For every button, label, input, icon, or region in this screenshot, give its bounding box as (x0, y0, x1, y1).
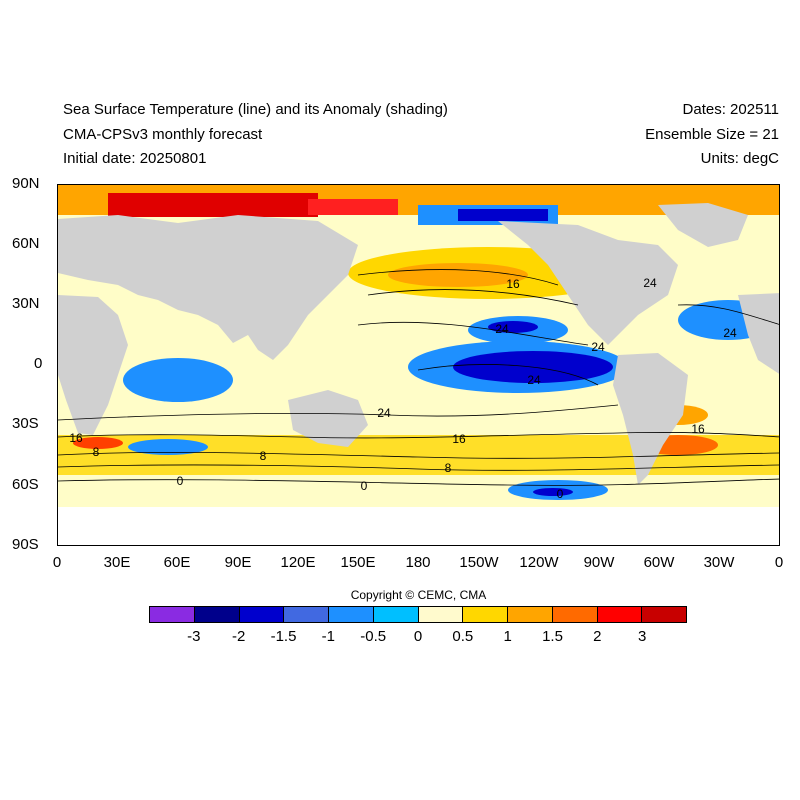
land-masses (58, 203, 779, 485)
model-name: CMA-CPSv3 monthly forecast (63, 126, 263, 143)
map-title: Sea Surface Temperature (line) and its A… (63, 101, 448, 118)
anomaly-colorbar (149, 606, 687, 623)
lon-label: 120W (519, 554, 559, 571)
colorbar-label: 1 (503, 628, 512, 645)
eurasia (58, 215, 358, 360)
contour-line (357, 321, 589, 346)
agulhas-hot (73, 437, 123, 449)
colorbar-swatch (373, 607, 419, 622)
sst-anomaly-map: 16 24 24 24 16 24 16 24 16 8 8 8 0 0 0 2… (57, 184, 780, 546)
colorbar-swatch (552, 607, 598, 622)
lon-label: 150W (459, 554, 499, 571)
forecast-dates: Dates: 202511 (682, 101, 779, 118)
arctic-hot-patch (108, 193, 318, 217)
contour-label: 16 (506, 277, 520, 291)
lon-label: 0 (774, 554, 784, 571)
contour-line (367, 289, 579, 306)
contour-line (58, 478, 779, 486)
lon-label: 30W (703, 554, 735, 571)
lon-label: 150E (340, 554, 376, 571)
copyright-notice: Copyright © CEMC, CMA (350, 588, 487, 602)
contour-label: 16 (452, 432, 466, 446)
initial-date: Initial date: 20250801 (63, 150, 207, 167)
contour-label: 16 (691, 422, 705, 436)
colorbar-label: 0 (413, 628, 423, 645)
colorbar-label: -2 (231, 628, 246, 645)
colorbar-swatch (194, 607, 240, 622)
contour-label: 16 (69, 431, 83, 445)
contour-line (58, 432, 779, 439)
lat-label: 0 (34, 355, 43, 372)
lon-label: 120E (280, 554, 316, 571)
colorbar-swatch (597, 607, 643, 622)
colorbar-swatch (418, 607, 464, 622)
sst-contours (58, 269, 779, 486)
lon-label: 60W (643, 554, 675, 571)
lat-label: 30N (12, 295, 40, 312)
npac-warmer (388, 263, 528, 287)
contour-label: 0 (361, 479, 368, 493)
indian-cool (123, 358, 233, 402)
contour-label: 24 (591, 340, 605, 354)
lat-label: 30S (12, 415, 39, 432)
contour-line (417, 364, 599, 386)
north-america (498, 221, 678, 345)
lat-label: 90N (12, 175, 40, 192)
africa-west (738, 293, 779, 374)
australia (288, 390, 368, 447)
ensemble-size: Ensemble Size = 21 (645, 126, 779, 143)
lat-label: 90S (12, 536, 39, 553)
units-label: Units: degC (700, 150, 779, 167)
lat-label: 60S (12, 476, 39, 493)
lon-label: 90W (583, 554, 615, 571)
contour-label: 24 (527, 373, 541, 387)
contour-label: 24 (495, 322, 509, 336)
colorbar-swatch (284, 607, 329, 622)
antarctic-nodata (58, 507, 779, 545)
colorbar-label: 0.5 (452, 628, 474, 645)
africa-east (58, 295, 128, 435)
colorbar-label: 3 (637, 628, 647, 645)
contour-label: 0 (177, 474, 184, 488)
contour-label: 0 (557, 487, 564, 501)
lon-label: 90E (224, 554, 252, 571)
contour-line (357, 269, 559, 286)
colorbar-swatch (239, 607, 285, 622)
lat-label: 60N (12, 235, 40, 252)
contour-label-group: 16 24 24 24 16 24 16 24 16 8 8 8 0 0 0 2… (69, 276, 737, 501)
arctic-hot-patch (308, 199, 398, 215)
contour-line (677, 304, 779, 325)
contour-label: 24 (723, 326, 737, 340)
colorbar-swatch (463, 607, 508, 622)
south-indian-cool (128, 439, 208, 455)
colorbar-label: 2 (593, 628, 602, 645)
greenland (658, 203, 748, 247)
contour-label: 24 (643, 276, 657, 290)
colorbar-label: -0.5 (360, 628, 387, 645)
contour-label: 8 (93, 445, 100, 459)
contour-label: 8 (445, 461, 452, 475)
colorbar-swatch (508, 607, 553, 622)
colorbar-label: -1 (321, 628, 335, 645)
colorbar-label: -1.5 (270, 628, 297, 645)
arctic-cold-patch (458, 209, 548, 221)
contour-label: 24 (377, 406, 391, 420)
subtropical-cold (488, 321, 538, 333)
lon-label: 60E (163, 554, 191, 571)
south-america (613, 353, 688, 485)
lon-label: 180 (405, 554, 431, 571)
contour-line (58, 464, 779, 471)
lon-label: 30E (103, 554, 131, 571)
lon-label: 0 (52, 554, 62, 571)
colorbar-swatch (150, 607, 195, 622)
map-canvas: 16 24 24 24 16 24 16 24 16 8 8 8 0 0 0 2… (58, 185, 779, 545)
contour-line (58, 404, 619, 421)
colorbar-swatch (329, 607, 374, 622)
contour-line (58, 451, 779, 459)
contour-label: 8 (260, 449, 267, 463)
colorbar-label: -3 (187, 628, 201, 645)
southern-ocean-cold (533, 488, 573, 496)
colorbar-label: 1.5 (542, 628, 563, 645)
colorbar-swatch (642, 607, 686, 622)
